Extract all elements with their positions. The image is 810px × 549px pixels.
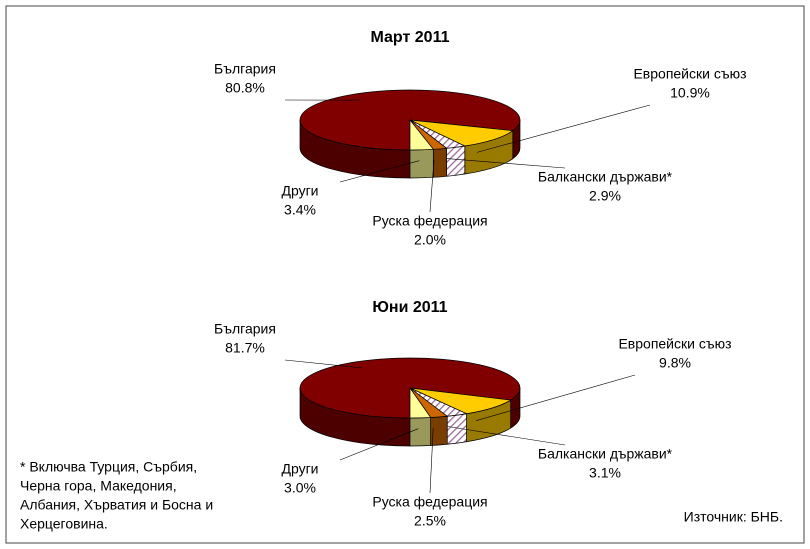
chart-title: Март 2011 — [371, 29, 450, 46]
slice-value: 10.9% — [670, 85, 710, 101]
slice-wall — [409, 148, 434, 179]
slice-label: България — [214, 321, 276, 337]
source: Източник: БНБ. — [684, 509, 783, 525]
leader-line — [447, 426, 566, 446]
leader-line — [429, 159, 435, 213]
footnote-line: * Включва Турция, Сърбия, — [20, 459, 197, 475]
leader-line — [475, 374, 636, 421]
slice-label: Руска федерация — [372, 494, 487, 510]
slice-label: Балкански държави* — [538, 169, 673, 185]
slice-value: 3.4% — [284, 202, 316, 218]
chart-title: Юни 2011 — [372, 299, 447, 316]
leader-line — [339, 428, 419, 461]
leader-line — [284, 359, 362, 369]
slice — [409, 119, 514, 147]
leader-line — [476, 104, 651, 153]
leader-line — [446, 158, 566, 169]
slice-label: Европейски съюз — [633, 66, 746, 82]
slice-wall — [409, 417, 431, 447]
slice-value: 81.7% — [225, 340, 265, 356]
slice — [409, 386, 432, 419]
leader-line — [339, 160, 420, 183]
slice-value: 2.9% — [589, 188, 621, 204]
footnote-line: Черна гора, Македония, — [20, 478, 177, 494]
footnote-line: Херцеговина. — [20, 516, 108, 532]
slice-value: 3.1% — [589, 465, 621, 481]
frame — [5, 5, 805, 544]
leader-line — [429, 427, 434, 494]
slice-label: Балкански държави* — [538, 446, 673, 462]
footnote-line: Албания, Хърватия и Босна и — [20, 497, 213, 513]
slice-label: Други — [281, 461, 318, 477]
slice — [409, 118, 435, 151]
slice-value: 3.0% — [284, 480, 316, 496]
slice-value: 9.8% — [659, 355, 691, 371]
slice-value: 80.8% — [225, 80, 265, 96]
slice-value: 2.0% — [414, 232, 446, 248]
slice-wall — [446, 145, 466, 177]
slice-wall — [432, 147, 447, 178]
slice-label: България — [214, 61, 276, 77]
slice-value: 2.5% — [414, 513, 446, 529]
slice-label: Руска федерация — [372, 213, 487, 229]
slice-label: Други — [281, 183, 318, 199]
slice-label: Европейски съюз — [618, 336, 731, 352]
